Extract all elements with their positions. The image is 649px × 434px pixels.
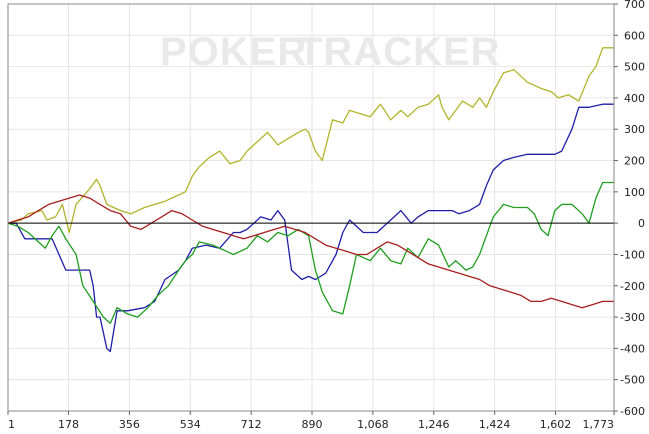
series-line-4 bbox=[7, 194, 614, 309]
y-tick-label: 500 bbox=[624, 61, 645, 74]
series-line-3 bbox=[7, 181, 614, 324]
watermark-tracker: TRACKER bbox=[298, 30, 501, 74]
y-tick-label: 400 bbox=[624, 92, 645, 105]
y-tick-label: 700 bbox=[624, 0, 645, 11]
x-tick-label: 890 bbox=[302, 418, 323, 431]
y-axis: 700 600 500 400 300 200 100 0 -100 -200 -300 -400 -5… bbox=[614, 0, 645, 418]
series-line-2 bbox=[8, 103, 614, 353]
y-tick-label: -600 bbox=[620, 405, 645, 418]
x-tick-label: 1,773 bbox=[583, 418, 615, 431]
y-tick-label: -300 bbox=[620, 311, 645, 324]
x-tick-label: 1,424 bbox=[479, 418, 511, 431]
y-tick-label: -400 bbox=[620, 342, 645, 355]
y-tick-label: -500 bbox=[620, 374, 645, 387]
y-tick-label: 600 bbox=[624, 29, 645, 42]
y-tick-label: 0 bbox=[638, 217, 645, 230]
y-tick-label: -100 bbox=[620, 248, 645, 261]
x-tick-label: 1 bbox=[8, 418, 15, 431]
y-tick-label: -200 bbox=[620, 280, 645, 293]
watermark-poker: POKER bbox=[160, 30, 307, 74]
y-tick-label: 300 bbox=[624, 123, 645, 136]
watermark: POKER TRACKER bbox=[160, 30, 501, 74]
series-line-1 bbox=[7, 47, 614, 234]
x-tick-label: 1,068 bbox=[357, 418, 389, 431]
x-tick-label: 178 bbox=[58, 418, 79, 431]
x-tick-label: 1,246 bbox=[418, 418, 450, 431]
x-tick-label: 1,602 bbox=[540, 418, 572, 431]
y-tick-label: 200 bbox=[624, 155, 645, 168]
plot-frame bbox=[7, 3, 615, 412]
x-axis: 1 178 356 534 712 890 1,068 1,246 1,424 1,602 1,77… bbox=[7, 411, 615, 431]
x-tick-label: 712 bbox=[241, 418, 262, 431]
x-tick-label: 534 bbox=[180, 418, 201, 431]
series-group bbox=[7, 47, 614, 353]
y-tick-label: 100 bbox=[624, 186, 645, 199]
x-tick-label: 356 bbox=[119, 418, 140, 431]
